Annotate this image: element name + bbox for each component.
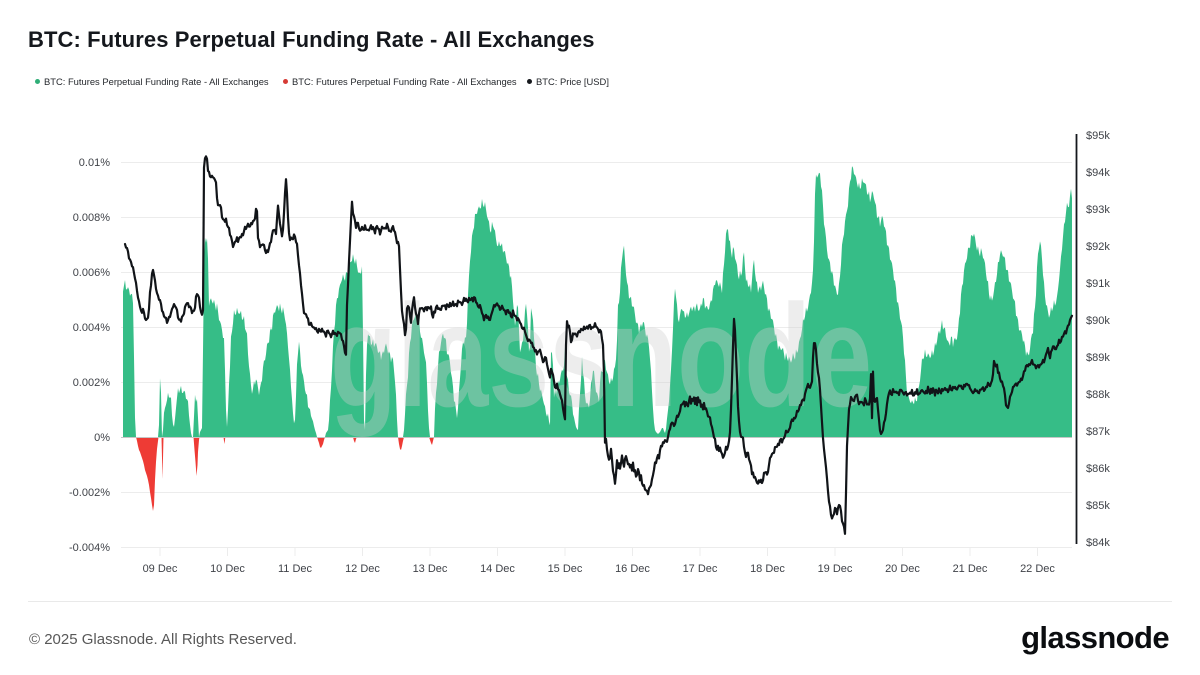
svg-text:0%: 0% — [94, 432, 110, 444]
svg-text:11 Dec: 11 Dec — [278, 563, 313, 575]
svg-text:17 Dec: 17 Dec — [683, 563, 718, 575]
svg-text:0.01%: 0.01% — [79, 157, 110, 169]
svg-text:$84k: $84k — [1086, 537, 1110, 549]
svg-text:$93k: $93k — [1086, 204, 1110, 216]
svg-text:glassnode: glassnode — [330, 274, 872, 437]
svg-text:14 Dec: 14 Dec — [480, 563, 515, 575]
svg-text:$91k: $91k — [1086, 278, 1110, 290]
svg-text:$85k: $85k — [1086, 500, 1110, 512]
svg-text:16 Dec: 16 Dec — [615, 563, 650, 575]
svg-text:$89k: $89k — [1086, 352, 1110, 364]
svg-text:$95k: $95k — [1086, 130, 1110, 142]
svg-text:09 Dec: 09 Dec — [143, 563, 178, 575]
svg-text:$90k: $90k — [1086, 315, 1110, 327]
svg-text:$87k: $87k — [1086, 426, 1110, 438]
svg-text:13 Dec: 13 Dec — [413, 563, 448, 575]
svg-text:$88k: $88k — [1086, 389, 1110, 401]
svg-text:18 Dec: 18 Dec — [750, 563, 785, 575]
svg-text:22 Dec: 22 Dec — [1020, 563, 1055, 575]
svg-text:10 Dec: 10 Dec — [210, 563, 245, 575]
svg-text:-0.004%: -0.004% — [69, 542, 110, 554]
svg-text:-0.002%: -0.002% — [69, 487, 110, 499]
svg-text:$86k: $86k — [1086, 463, 1110, 475]
svg-text:$94k: $94k — [1086, 167, 1110, 179]
svg-text:15 Dec: 15 Dec — [548, 563, 583, 575]
svg-text:$92k: $92k — [1086, 241, 1110, 253]
svg-text:0.008%: 0.008% — [73, 212, 111, 224]
svg-text:0.002%: 0.002% — [73, 377, 111, 389]
svg-text:0.004%: 0.004% — [73, 322, 111, 334]
svg-text:12 Dec: 12 Dec — [345, 563, 380, 575]
svg-text:21 Dec: 21 Dec — [953, 563, 988, 575]
svg-text:0.006%: 0.006% — [73, 267, 111, 279]
svg-text:20 Dec: 20 Dec — [885, 563, 920, 575]
svg-text:19 Dec: 19 Dec — [818, 563, 853, 575]
